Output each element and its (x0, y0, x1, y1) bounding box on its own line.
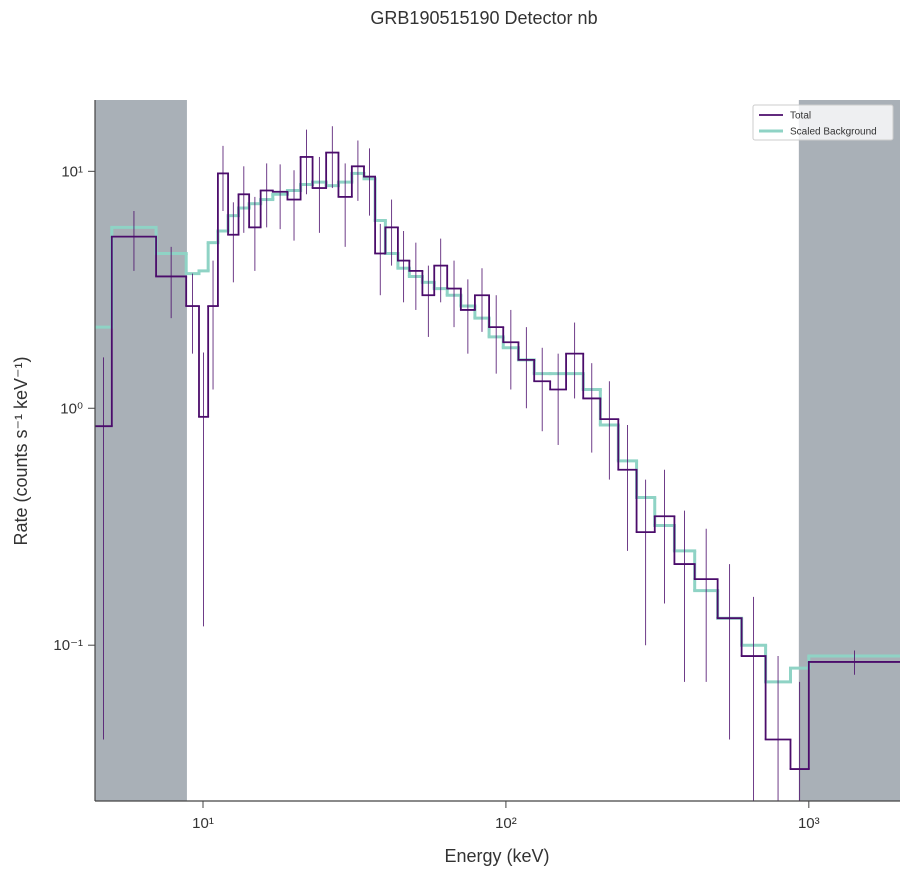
x-tick-label: 10¹ (192, 815, 214, 832)
y-tick-label: 10¹ (61, 163, 83, 180)
x-tick-label: 10² (495, 815, 517, 832)
legend-label: Total (790, 111, 811, 122)
legend-label: Scaled Background (790, 127, 877, 138)
x-axis-label: Energy (keV) (444, 846, 549, 866)
x-tick-label: 10³ (798, 815, 820, 832)
plot-area (95, 100, 900, 801)
excluded-region (798, 100, 900, 801)
y-tick-label: 10⁻¹ (53, 637, 83, 654)
y-tick-label: 10⁰ (60, 400, 83, 417)
y-axis-label: Rate (counts s⁻¹ keV⁻¹) (11, 356, 31, 545)
chart-title: GRB190515190 Detector nb (370, 8, 597, 28)
excluded-region (95, 100, 187, 801)
legend-box (752, 104, 894, 141)
axes: 10¹ 10² 10³ 10⁻¹ 10⁰ 10¹ Total Scaled Backgroun… (53, 100, 900, 832)
